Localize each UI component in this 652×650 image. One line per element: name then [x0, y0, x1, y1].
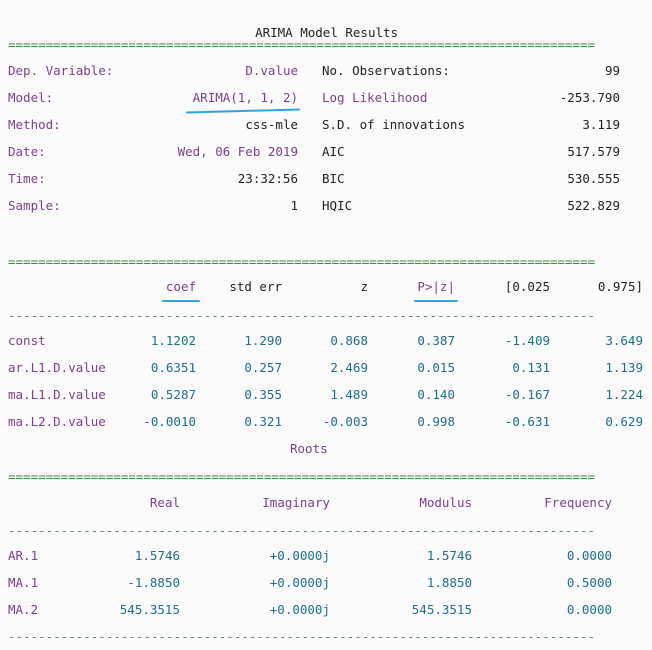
- summary-value: css-mle: [245, 117, 298, 132]
- cell: -0.003: [322, 414, 368, 429]
- page-title: ARIMA Model Results: [240, 9, 398, 41]
- summary-value: 530.555: [567, 171, 620, 186]
- cell: 0.131: [512, 360, 550, 375]
- annotation-underline-pvalue: [414, 300, 458, 302]
- cell: 0.5000: [566, 575, 612, 590]
- row-name: ar.L1.D.value: [8, 360, 106, 375]
- col-header: 0.975]: [597, 279, 643, 294]
- row-name: MA.2: [8, 602, 39, 617]
- rule-roots-top: ========================================…: [8, 472, 595, 482]
- cell: 0.321: [244, 414, 282, 429]
- summary-value: ARIMA(1, 1, 2): [192, 90, 298, 105]
- cell: 1.5746: [426, 548, 472, 563]
- row-name: ma.L2.D.value: [8, 414, 106, 429]
- summary-value: 99: [604, 63, 620, 78]
- summary-label: Sample:: [8, 198, 61, 213]
- cell: 3.649: [605, 333, 643, 348]
- row-name: const: [8, 333, 46, 348]
- summary-value: Wed, 06 Feb 2019: [177, 144, 298, 159]
- cell: 545.3515: [411, 602, 472, 617]
- cell: 2.469: [330, 360, 368, 375]
- summary-label: HQIC: [322, 198, 353, 213]
- roots-title: Roots: [290, 441, 328, 456]
- cell: 0.140: [417, 387, 455, 402]
- summary-value: 3.119: [582, 117, 620, 132]
- summary-label: Dep. Variable:: [8, 63, 114, 78]
- cell: -1.8850: [127, 575, 180, 590]
- summary-label: Method:: [8, 117, 61, 132]
- col-header: z: [360, 279, 368, 294]
- summary-label: Log Likelihood: [322, 90, 428, 105]
- col-header: Modulus: [419, 495, 472, 510]
- summary-value: -253.790: [559, 90, 620, 105]
- cell: -0.167: [504, 387, 550, 402]
- cell: 0.355: [244, 387, 282, 402]
- cell: 1.224: [605, 387, 643, 402]
- cell: +0.0000j: [269, 548, 330, 563]
- cell: 0.015: [417, 360, 455, 375]
- row-name: MA.1: [8, 575, 39, 590]
- cell: 545.3515: [119, 602, 180, 617]
- col-header: [0.025: [504, 279, 550, 294]
- cell: 0.629: [605, 414, 643, 429]
- summary-label: Date:: [8, 144, 46, 159]
- summary-label: AIC: [322, 144, 345, 159]
- cell: 1.1202: [150, 333, 196, 348]
- col-header: Frequency: [544, 495, 612, 510]
- cell: 0.0000: [566, 602, 612, 617]
- col-header: coef: [165, 279, 196, 294]
- cell: 1.5746: [134, 548, 180, 563]
- cell: +0.0000j: [269, 602, 330, 617]
- annotation-underline-model: [185, 108, 301, 114]
- cell: 0.868: [330, 333, 368, 348]
- cell: 0.6351: [150, 360, 196, 375]
- col-header: Imaginary: [262, 495, 330, 510]
- summary-value: 1: [290, 198, 298, 213]
- rule-roots-bottom: ----------------------------------------…: [8, 632, 595, 642]
- col-header: Real: [149, 495, 180, 510]
- cell: 1.489: [330, 387, 368, 402]
- row-name: ma.L1.D.value: [8, 387, 106, 402]
- rule-coef-mid: ----------------------------------------…: [8, 311, 595, 321]
- cell: 0.257: [244, 360, 282, 375]
- col-header: P>|z|: [417, 279, 455, 294]
- cell: 1.8850: [426, 575, 472, 590]
- cell: -0.0010: [143, 414, 196, 429]
- cell: 0.0000: [566, 548, 612, 563]
- rule-coef-top: ========================================…: [8, 257, 595, 267]
- cell: -1.409: [504, 333, 550, 348]
- cell: 0.5287: [150, 387, 196, 402]
- summary-label: Model:: [8, 90, 54, 105]
- summary-value: 23:32:56: [237, 171, 298, 186]
- annotation-underline-coef: [162, 300, 200, 302]
- cell: 0.387: [417, 333, 455, 348]
- summary-value: 522.829: [567, 198, 620, 213]
- summary-label: BIC: [322, 171, 345, 186]
- cell: 1.139: [605, 360, 643, 375]
- summary-label: No. Observations:: [322, 63, 450, 78]
- title-text: ARIMA Model Results: [255, 25, 399, 40]
- cell: -0.631: [504, 414, 550, 429]
- cell: 0.998: [417, 414, 455, 429]
- summary-label: Time:: [8, 171, 46, 186]
- row-name: AR.1: [8, 548, 39, 563]
- summary-value: D.value: [245, 63, 298, 78]
- rule-roots-mid: ----------------------------------------…: [8, 526, 595, 536]
- summary-label: S.D. of innovations: [322, 117, 465, 132]
- cell: 1.290: [244, 333, 282, 348]
- rule-top: ========================================…: [8, 40, 595, 50]
- cell: +0.0000j: [269, 575, 330, 590]
- col-header: std err: [229, 279, 282, 294]
- summary-value: 517.579: [567, 144, 620, 159]
